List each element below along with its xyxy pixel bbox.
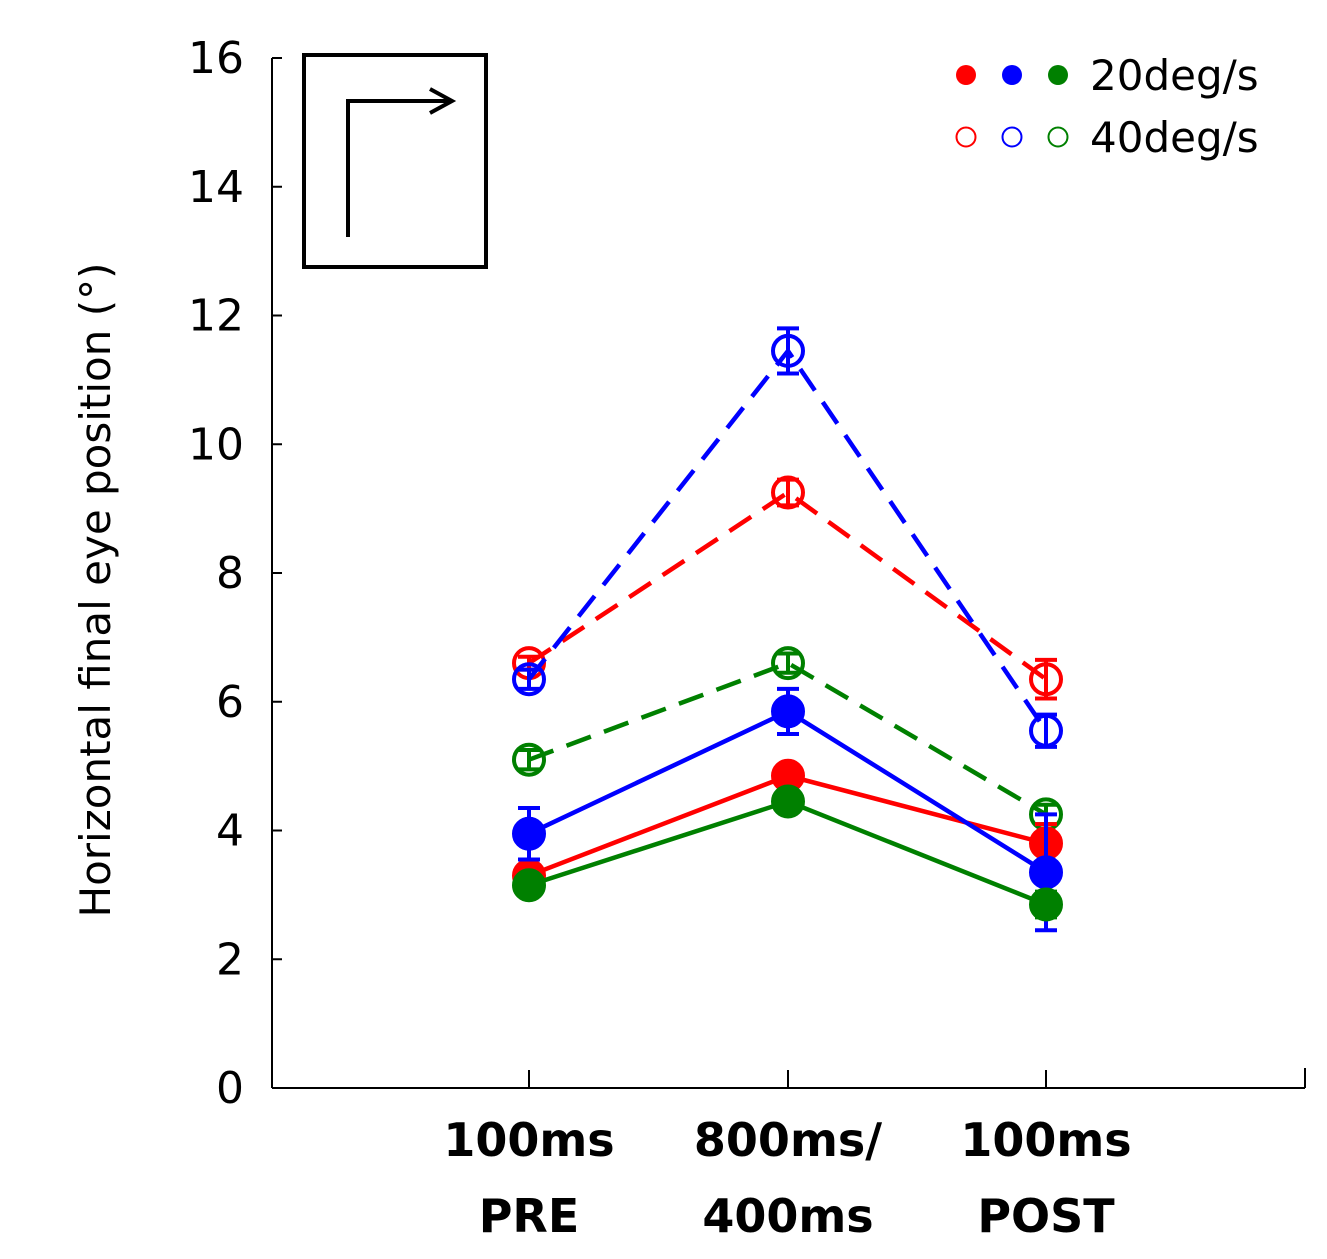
legend-marker bbox=[956, 65, 976, 85]
data-point bbox=[771, 784, 805, 819]
right-angle-arrow-icon bbox=[302, 53, 488, 269]
data-point bbox=[771, 646, 805, 681]
arrow-head bbox=[429, 87, 457, 115]
axes: 0 2 4 6 8 10 12 14 16 100ms PRE 800ms/400ms 100ms POS… bbox=[188, 33, 1306, 1243]
x-tick-label: 100ms bbox=[443, 1113, 614, 1167]
series-layer bbox=[512, 326, 1063, 933]
x-tick-label: 800ms/ bbox=[694, 1113, 882, 1167]
data-point bbox=[771, 475, 805, 510]
data-point bbox=[512, 816, 546, 851]
series-40deg-s-0000ff bbox=[512, 326, 1063, 749]
data-point bbox=[1029, 855, 1063, 890]
x-tick-label: PRE bbox=[479, 1189, 580, 1243]
inset-frame bbox=[302, 53, 488, 269]
series-line bbox=[528, 660, 1048, 817]
legend-label: 40deg/s bbox=[1090, 113, 1259, 162]
y-tick-label: 2 bbox=[216, 934, 244, 985]
x-tick-label: POST bbox=[977, 1189, 1115, 1243]
data-point bbox=[771, 333, 805, 368]
y-tick-label: 16 bbox=[188, 33, 244, 84]
data-point bbox=[512, 868, 546, 903]
legend: 20deg/s 40deg/s bbox=[955, 51, 1259, 162]
data-point bbox=[512, 742, 546, 777]
y-tick-label: 6 bbox=[216, 677, 244, 728]
series-line bbox=[527, 489, 1048, 682]
legend-marker bbox=[1048, 65, 1068, 85]
arrow-path bbox=[346, 99, 450, 237]
y-tick-label: 10 bbox=[188, 419, 244, 470]
y-tick-label: 12 bbox=[188, 291, 244, 342]
legend-marker bbox=[955, 126, 977, 148]
y-tick-label: 8 bbox=[216, 548, 244, 599]
data-point bbox=[1029, 662, 1063, 697]
legend-label: 20deg/s bbox=[1090, 51, 1259, 100]
series-20deg-s-ff0000 bbox=[512, 758, 1063, 893]
y-tick-label: 4 bbox=[216, 806, 244, 857]
x-tick-label: 100ms bbox=[960, 1113, 1131, 1167]
y-tick-label: 0 bbox=[216, 1063, 244, 1114]
legend-marker bbox=[1047, 126, 1069, 148]
y-tick-label: 14 bbox=[188, 162, 244, 213]
series-20deg-s-008000 bbox=[512, 784, 1063, 922]
legend-marker bbox=[1002, 65, 1022, 85]
series-40deg-s-008000 bbox=[512, 646, 1063, 832]
data-point bbox=[512, 662, 546, 697]
x-tick-label: 400ms bbox=[702, 1189, 873, 1243]
data-point bbox=[1029, 887, 1063, 922]
legend-marker bbox=[1001, 126, 1023, 148]
data-point bbox=[1029, 713, 1063, 748]
data-point bbox=[771, 694, 805, 729]
y-axis-label: Horizontal final eye position (°) bbox=[71, 263, 120, 918]
